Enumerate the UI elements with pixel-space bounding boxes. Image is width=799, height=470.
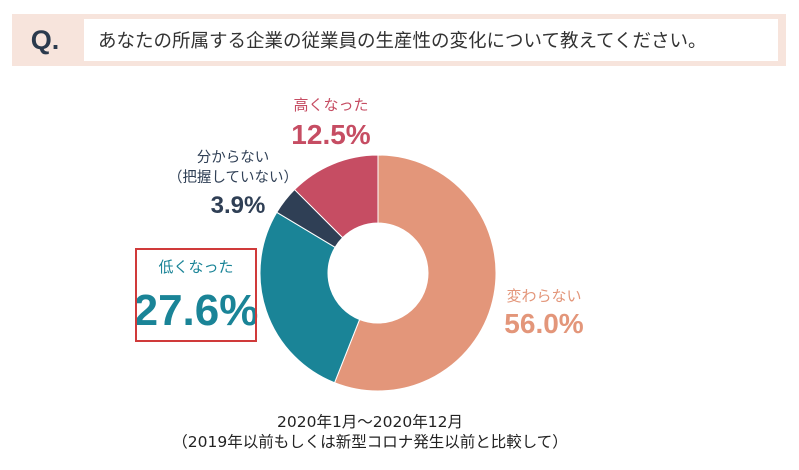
slices-group <box>259 154 497 392</box>
period-caption: 2020年1月～2020年12月 <box>277 413 463 431</box>
comparison-caption: （2019年以前もしくは新型コロナ発生以前と比較して） <box>172 433 568 451</box>
label-high-name: 高くなった <box>293 96 368 114</box>
slice-low <box>259 211 361 384</box>
question-banner: Q. あなたの所属する企業の従業員の生産性の変化について教えてください。 <box>12 14 786 66</box>
label-high-value: 12.5% <box>291 119 370 150</box>
question-mark: Q. <box>30 24 60 55</box>
slice-same <box>333 154 497 392</box>
label-same-value: 56.0% <box>504 308 583 339</box>
label-unknown-value: 3.9% <box>211 192 266 219</box>
label-low-name: 低くなった <box>158 258 233 276</box>
label-unknown-name-2: （把握していない） <box>168 169 298 186</box>
label-unknown-name-1: 分からない <box>197 149 270 166</box>
highlight-box <box>135 248 257 342</box>
label-same-name: 変わらない <box>506 287 581 305</box>
label-low-value: 27.6% <box>134 286 259 335</box>
slice-high <box>293 154 379 239</box>
question-text: あなたの所属する企業の従業員の生産性の変化について教えてください。 <box>84 19 778 61</box>
